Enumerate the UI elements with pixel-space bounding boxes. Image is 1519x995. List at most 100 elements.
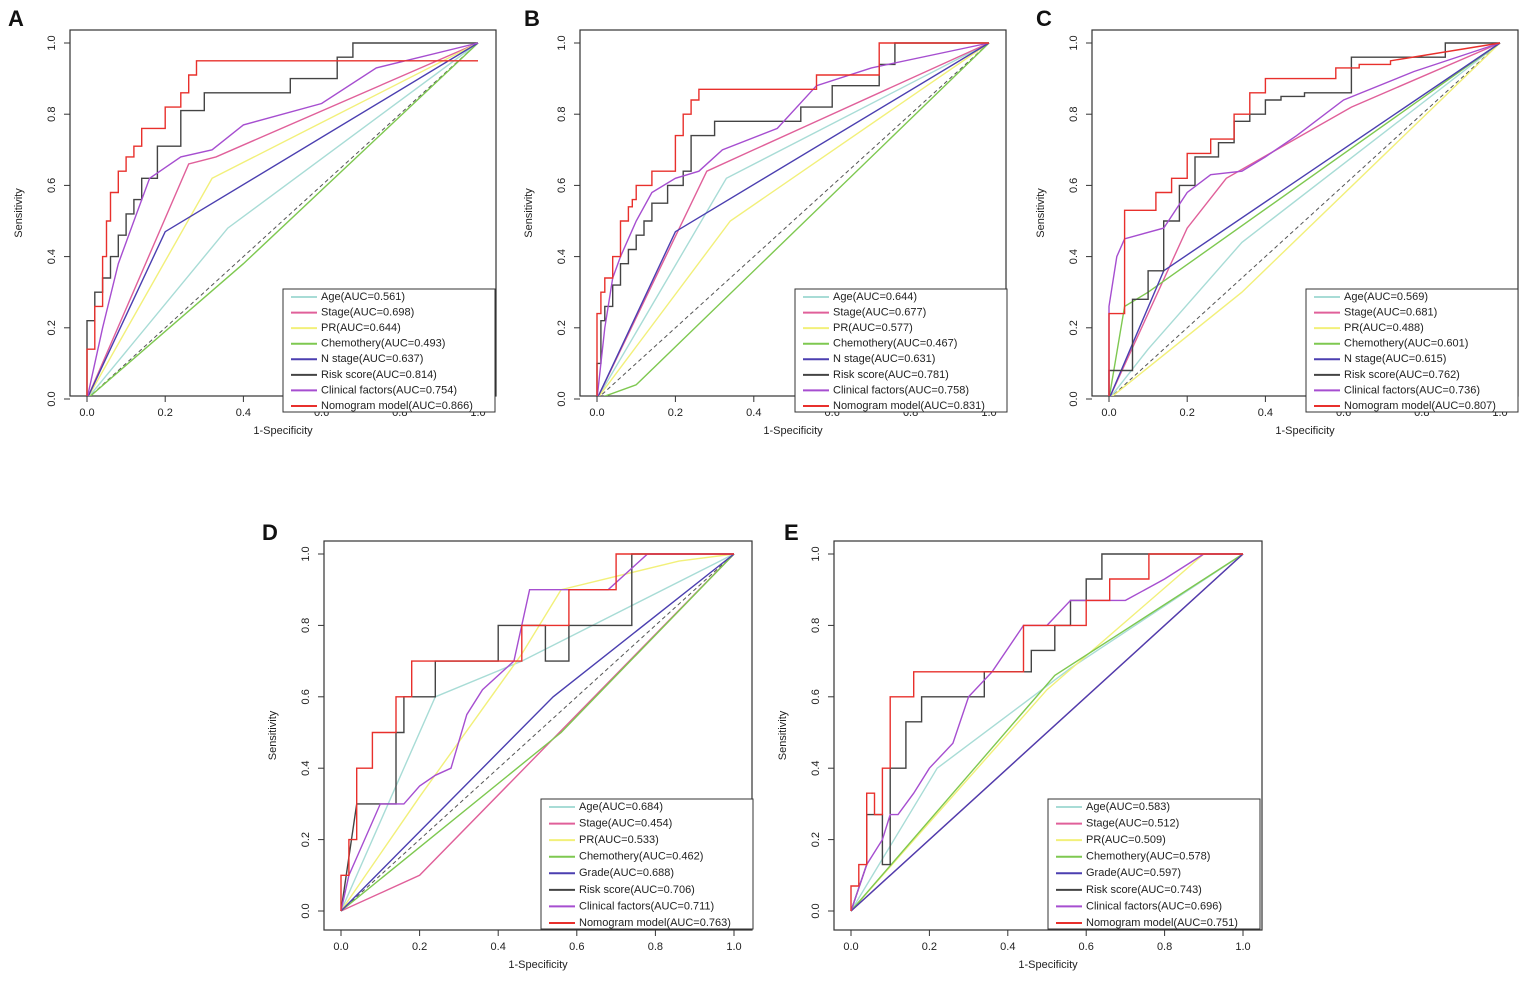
legend-entry: Age(AUC=0.684) — [579, 801, 663, 813]
roc-curve-grade — [850, 553, 1244, 912]
legend-entry: Risk score(AUC=0.743) — [1086, 884, 1202, 896]
legend-box — [282, 288, 496, 413]
roc-curve-clinical-factors — [850, 553, 1243, 912]
x-tick-label: 0.4 — [1258, 407, 1273, 419]
roc-curve-chemothery — [603, 42, 990, 396]
panel-label: D — [262, 520, 278, 545]
y-axis-label: Sensitivity — [523, 188, 535, 238]
roc-curve-age — [1110, 42, 1501, 396]
panel-b: B0.00.00.20.20.40.40.60.60.80.81.01.01-S… — [523, 6, 1008, 437]
plot-frame — [1091, 29, 1519, 397]
y-axis-label: Sensitivity — [267, 710, 279, 760]
roc-curve-pr — [340, 553, 735, 912]
x-tick-label: 0.2 — [922, 941, 937, 953]
panel-label: B — [524, 6, 540, 31]
y-tick-label: 0.4 — [46, 249, 58, 264]
panel-d: D 0.0 0.0 0.2 0.2 0.4 0.4 0.6 0.6 0.8 0.8 1.0 1.0 1-S… — [262, 520, 754, 971]
x-tick-label: 1.0 — [1235, 941, 1250, 953]
legend-entry: Chemothery(AUC=0.467) — [833, 338, 957, 350]
x-tick-label: 0.4 — [1000, 941, 1015, 953]
roc-curve-nomogram-model — [86, 60, 478, 396]
x-axis-label: 1-Specificity — [763, 425, 823, 437]
legend-entry: Nomogram model(AUC=0.831) — [833, 400, 985, 412]
legend-entry: Risk score(AUC=0.706) — [579, 884, 695, 896]
diagonal-reference-line — [340, 553, 735, 912]
roc-curve-pr — [598, 42, 990, 396]
x-tick-label: 0.4 — [236, 407, 251, 419]
y-tick-label: 0.0 — [1068, 391, 1080, 406]
legend-entry: Clinical factors(AUC=0.711) — [579, 900, 714, 912]
legend-entry: Age(AUC=0.644) — [833, 291, 917, 303]
roc-curve-stage — [340, 553, 735, 912]
panel-label: E — [784, 520, 799, 545]
x-tick-label: 1.0 — [726, 941, 741, 953]
legend-entry: Stage(AUC=0.677) — [833, 306, 926, 318]
roc-curve-risk-score — [596, 42, 989, 396]
y-tick-label: 1.0 — [46, 35, 58, 50]
y-tick-label: 0.8 — [556, 107, 568, 122]
legend-entry: Nomogram model(AUC=0.807) — [1344, 400, 1496, 412]
legend-entry: Risk score(AUC=0.781) — [833, 369, 949, 381]
plot-frame — [579, 29, 1007, 397]
x-tick-label: 0.4 — [491, 941, 506, 953]
legend-entry: Grade(AUC=0.597) — [1086, 867, 1181, 879]
roc-curve-n-stage — [597, 42, 990, 396]
y-tick-label: 0.4 — [1068, 249, 1080, 264]
roc-curve-chemothery — [89, 42, 479, 396]
legend-entry: N stage(AUC=0.631) — [833, 353, 935, 365]
legend-entry: Grade(AUC=0.688) — [579, 867, 674, 879]
legend-entry: Age(AUC=0.569) — [1344, 291, 1428, 303]
panel-a: A0.00.00.20.20.40.40.60.60.80.81.01.01-S… — [8, 6, 497, 437]
y-tick-label: 0.0 — [46, 391, 58, 406]
legend-entry: Age(AUC=0.561) — [321, 291, 405, 303]
x-tick-label: 0.6 — [569, 941, 584, 953]
legend-box — [540, 798, 754, 930]
x-tick-label: 0.2 — [158, 407, 173, 419]
legend-entry: Nomogram model(AUC=0.763) — [579, 917, 731, 929]
x-tick-label: 0.0 — [333, 941, 348, 953]
legend-entry: Nomogram model(AUC=0.866) — [321, 400, 473, 412]
roc-curve-clinical-factors — [86, 42, 479, 396]
y-axis-label: Sensitivity — [777, 710, 789, 760]
roc-curve-n-stage — [87, 42, 479, 396]
legend-entry: PR(AUC=0.644) — [321, 322, 401, 334]
x-tick-label: 0.0 — [843, 941, 858, 953]
y-tick-label: 0.2 — [810, 832, 822, 847]
y-tick-label: 0.0 — [556, 391, 568, 406]
x-axis-label: 1-Specificity — [1275, 425, 1335, 437]
roc-curve-pr — [87, 42, 479, 396]
plot-frame — [833, 540, 1263, 931]
x-tick-label: 0.2 — [412, 941, 427, 953]
legend-box — [1047, 798, 1261, 930]
roc-curve-grade — [340, 553, 735, 912]
roc-curve-nomogram-model — [850, 553, 1243, 911]
y-tick-label: 0.0 — [810, 903, 822, 918]
roc-curve-nomogram-model — [596, 42, 989, 396]
legend-entry: Chemothery(AUC=0.601) — [1344, 338, 1468, 350]
y-tick-label: 0.6 — [1068, 178, 1080, 193]
y-tick-label: 0.4 — [300, 761, 312, 776]
x-tick-label: 0.2 — [668, 407, 683, 419]
roc-curve-risk-score — [1108, 42, 1500, 396]
legend-entry: Stage(AUC=0.512) — [1086, 817, 1179, 829]
legend-box — [1305, 288, 1519, 413]
y-tick-label: 0.8 — [810, 618, 822, 633]
x-tick-label: 0.0 — [79, 407, 94, 419]
y-tick-label: 0.0 — [300, 903, 312, 918]
y-tick-label: 0.6 — [810, 689, 822, 704]
roc-curve-chemothery — [850, 553, 1244, 912]
y-tick-label: 0.8 — [46, 107, 58, 122]
roc-curve-age — [597, 42, 990, 396]
y-tick-label: 0.6 — [556, 178, 568, 193]
x-axis-label: 1-Specificity — [253, 425, 313, 437]
x-tick-label: 0.0 — [589, 407, 604, 419]
y-axis-label: Sensitivity — [1035, 188, 1047, 238]
x-tick-label: 0.8 — [1157, 941, 1172, 953]
y-tick-label: 1.0 — [300, 546, 312, 561]
x-tick-label: 0.4 — [746, 407, 761, 419]
legend-entry: Nomogram model(AUC=0.751) — [1086, 917, 1238, 929]
legend-entry: Stage(AUC=0.681) — [1344, 306, 1437, 318]
y-tick-label: 0.2 — [300, 832, 312, 847]
legend-entry: Stage(AUC=0.698) — [321, 306, 414, 318]
